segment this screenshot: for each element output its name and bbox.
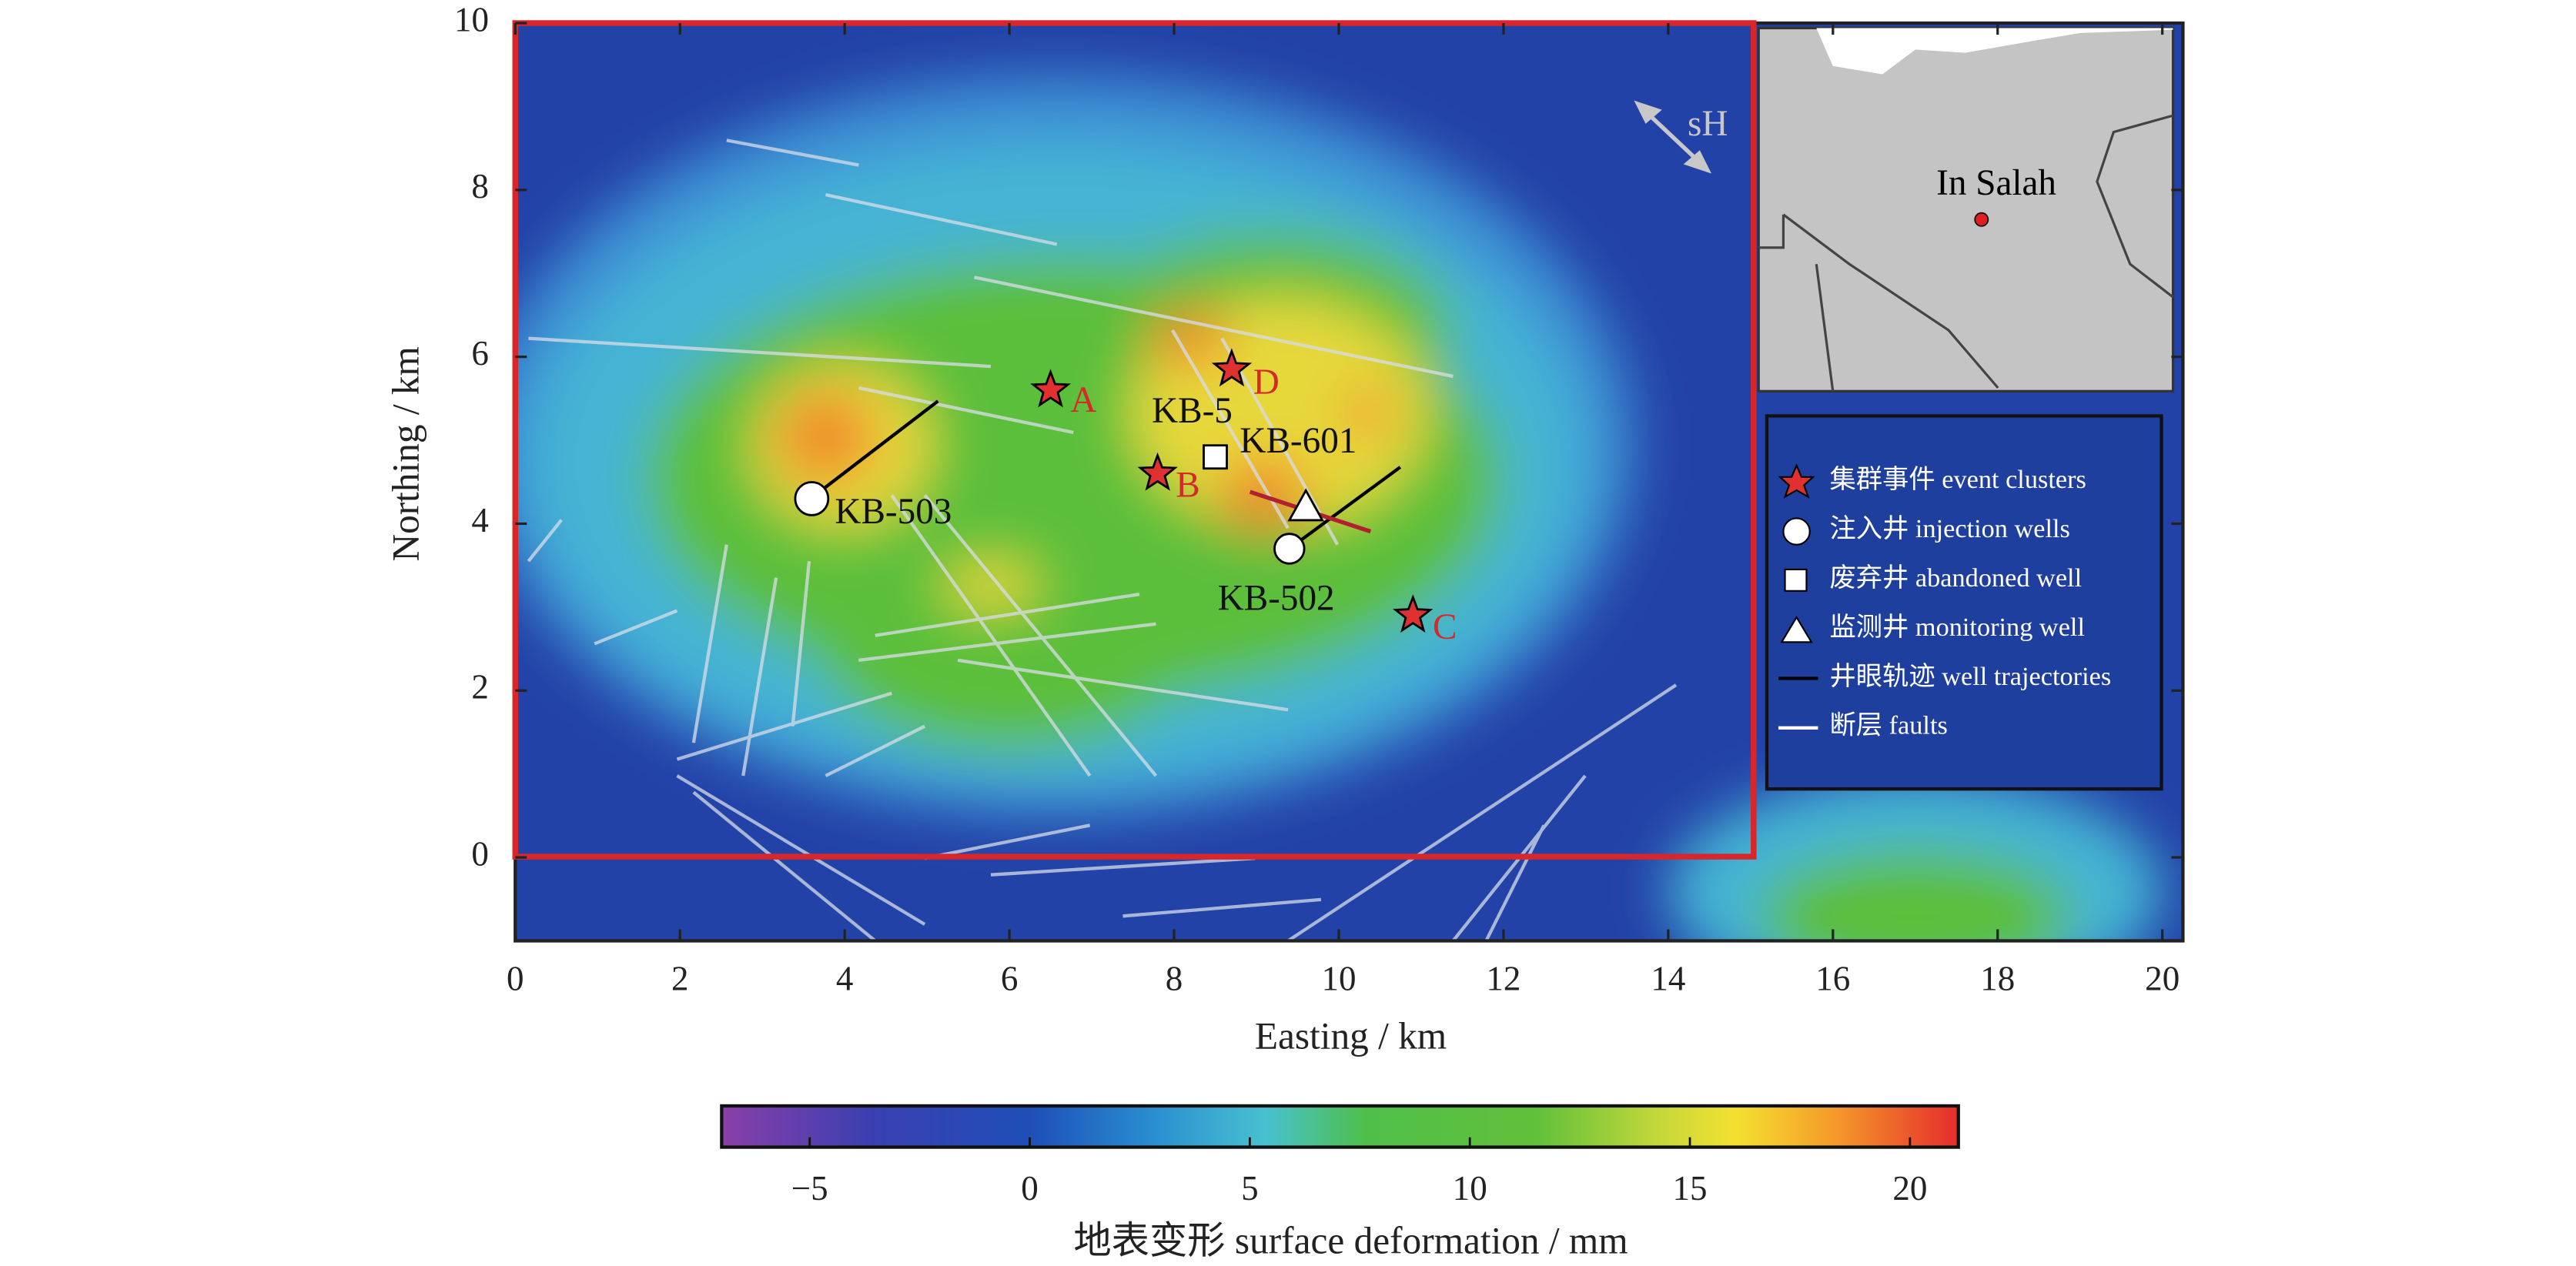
legend-entry: 废弃井 abandoned well bbox=[1829, 563, 2082, 593]
x-tick-label: 12 bbox=[1486, 959, 1521, 997]
colorbar-tick-label: 5 bbox=[1241, 1169, 1259, 1208]
event-cluster bbox=[1137, 452, 1178, 491]
event-label: C bbox=[1433, 607, 1457, 647]
well-label: KB-503 bbox=[835, 492, 952, 532]
y-tick-label: 8 bbox=[471, 167, 489, 205]
faults bbox=[527, 139, 1678, 941]
x-tick-label: 6 bbox=[1001, 959, 1019, 997]
x-tick-label: 4 bbox=[836, 959, 854, 997]
event-label: B bbox=[1176, 466, 1199, 506]
colorbar bbox=[720, 1104, 1960, 1149]
x-tick-label: 10 bbox=[1321, 959, 1356, 997]
y-tick-label: 6 bbox=[471, 334, 489, 372]
injection-well bbox=[1273, 533, 1306, 565]
x-tick-label: 8 bbox=[1166, 959, 1183, 997]
colorbar-tick-label: 0 bbox=[1021, 1169, 1039, 1208]
event-label: A bbox=[1070, 380, 1096, 420]
event-cluster bbox=[1393, 594, 1434, 633]
inset-label: In Salah bbox=[1936, 163, 2056, 203]
y-tick-label: 2 bbox=[471, 668, 489, 706]
well-label: KB-5 bbox=[1152, 391, 1233, 431]
event-cluster bbox=[1030, 369, 1071, 408]
event-label: D bbox=[1253, 362, 1280, 403]
legend-entry: 断层 faults bbox=[1829, 711, 1947, 740]
x-tick-label: 20 bbox=[2145, 959, 2180, 997]
colorbar-tick-label: 20 bbox=[1892, 1169, 1927, 1208]
x-tick-label: 16 bbox=[1815, 959, 1850, 997]
event-cluster bbox=[1211, 348, 1253, 387]
x-axis-label: Easting / km bbox=[1255, 1014, 1447, 1057]
legend-entry: 监测井 monitoring well bbox=[1829, 613, 2085, 642]
monitoring-well bbox=[1287, 488, 1325, 522]
well-trajectories bbox=[809, 399, 1402, 551]
legend-entry: 井眼轨迹 well trajectories bbox=[1829, 662, 2111, 691]
abandoned-well bbox=[1203, 444, 1228, 470]
study-area-box bbox=[512, 20, 1757, 860]
stress-label: sH bbox=[1688, 104, 1728, 144]
colorbar-label: 地表变形 surface deformation / mm bbox=[1073, 1219, 1628, 1261]
y-axis-label: Northing / km bbox=[384, 346, 427, 561]
stress-arrow bbox=[1634, 100, 1712, 174]
colorbar-tick-label: 10 bbox=[1453, 1169, 1487, 1208]
legend bbox=[1765, 414, 2163, 791]
colorbar-tick-label: 15 bbox=[1673, 1169, 1708, 1208]
well-label: KB-601 bbox=[1239, 421, 1357, 461]
y-tick-label: 10 bbox=[454, 0, 489, 38]
well-label: KB-502 bbox=[1218, 578, 1335, 618]
legend-entry: 集群事件 event clusters bbox=[1829, 465, 2086, 494]
x-tick-label: 18 bbox=[1980, 959, 2015, 997]
y-tick-label: 0 bbox=[471, 834, 489, 873]
y-tick-label: 4 bbox=[471, 501, 489, 539]
x-tick-label: 0 bbox=[507, 959, 524, 997]
legend-entry: 注入井 injection wells bbox=[1829, 514, 2069, 543]
inset-map bbox=[1757, 26, 2175, 392]
colorbar-tick-label: −5 bbox=[791, 1169, 828, 1208]
injection-well bbox=[794, 481, 830, 516]
x-tick-label: 2 bbox=[671, 959, 689, 997]
x-tick-label: 14 bbox=[1651, 959, 1685, 997]
